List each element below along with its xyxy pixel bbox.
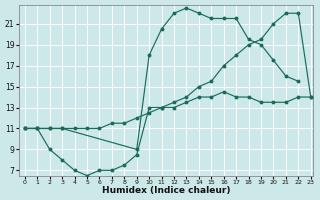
X-axis label: Humidex (Indice chaleur): Humidex (Indice chaleur) (102, 186, 230, 195)
